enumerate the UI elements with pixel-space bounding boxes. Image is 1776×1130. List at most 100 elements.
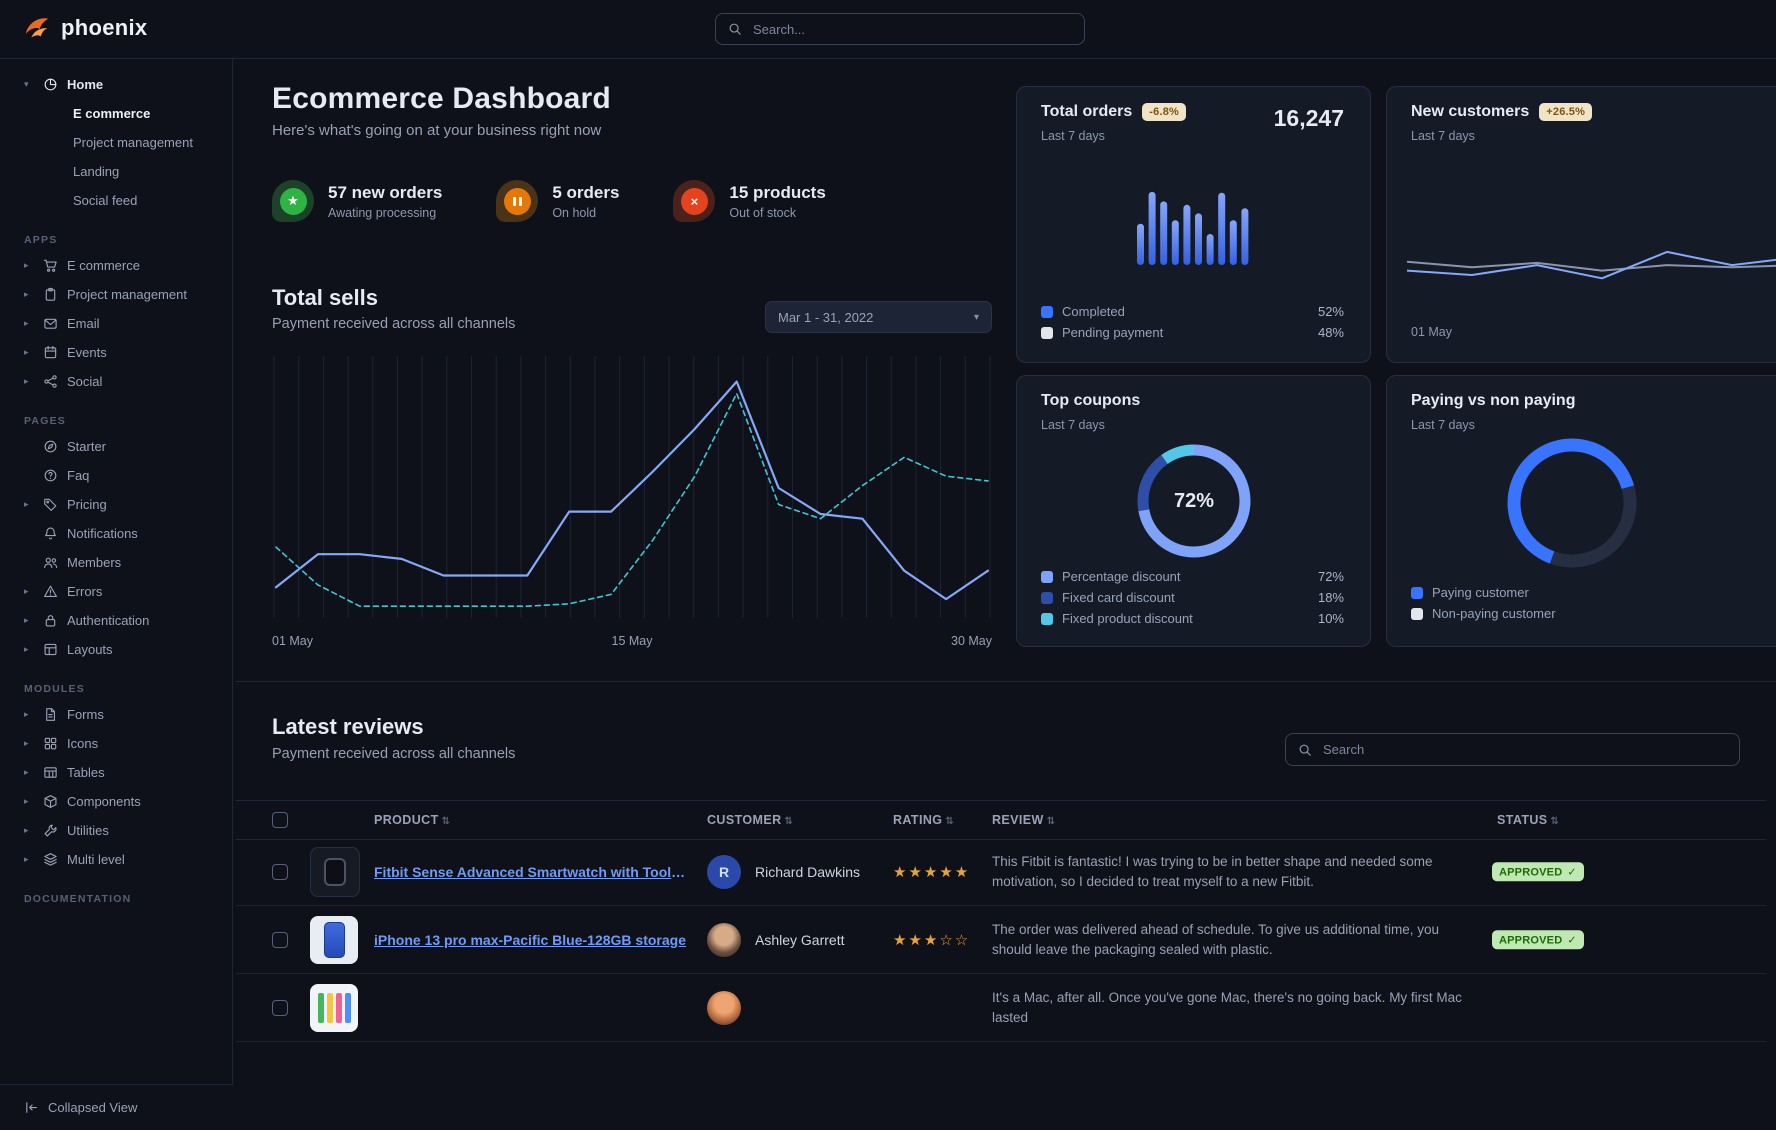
page-title: Ecommerce Dashboard — [272, 82, 611, 115]
check-icon: ✓ — [1567, 866, 1577, 879]
color-stripe — [344, 992, 351, 1023]
pie-icon — [44, 78, 57, 91]
stat-text: 15 products Out of stock — [729, 183, 825, 220]
grid-icon — [44, 737, 57, 750]
product-thumbnail — [310, 983, 358, 1032]
sidebar-section-modules: MODULES — [24, 683, 85, 695]
sidebar-item-faq[interactable]: Faq — [0, 461, 232, 490]
card-title: Paying vs non paying — [1411, 392, 1575, 410]
star-icon: ★ — [279, 187, 307, 215]
topbar: phoenix — [0, 0, 1776, 59]
sidebar-item-label: Notifications — [67, 526, 138, 541]
box-icon — [44, 795, 57, 808]
legend-swatch — [1041, 612, 1053, 625]
sidebar-item-icons[interactable]: ▸ Icons — [0, 729, 232, 758]
legend-swatch — [1411, 607, 1423, 620]
reviews-title: Latest reviews — [272, 714, 424, 739]
column-header-product[interactable]: PRODUCT ⇅ — [374, 813, 451, 827]
stat-blob: × — [673, 180, 716, 222]
sort-icon: ⇅ — [784, 816, 794, 827]
collapse-icon — [26, 1102, 37, 1113]
new-customers-chart — [1407, 250, 1776, 280]
legend-value: 72% — [1317, 569, 1344, 584]
sidebar-item-label: Faq — [67, 468, 90, 483]
stat-item: ★ 57 new orders Awating processing — [272, 180, 442, 222]
sidebar-item-email[interactable]: ▸ Email — [0, 309, 232, 338]
sidebar-item-layouts[interactable]: ▸ Layouts — [0, 635, 232, 664]
sidebar-item-tables[interactable]: ▸ Tables — [0, 758, 232, 787]
chevron-right-icon: ▸ — [24, 767, 29, 777]
column-header-status[interactable]: STATUS ⇅ — [1497, 813, 1560, 827]
layers-icon — [44, 853, 57, 866]
stat-item: × 15 products Out of stock — [673, 180, 826, 222]
sort-icon: ⇅ — [945, 816, 955, 827]
topbar-search — [715, 13, 1085, 45]
sidebar-item-home[interactable]: ▾ Home — [0, 70, 232, 99]
date-range-select[interactable]: Mar 1 - 31, 2022 ▾ — [765, 301, 992, 333]
product-link[interactable]: iPhone 13 pro max-Pacific Blue-128GB sto… — [374, 931, 686, 948]
legend-label: Fixed product discount — [1062, 611, 1193, 626]
reviews-table-body: Fitbit Sense Advanced Smartwatch with To… — [236, 838, 1766, 1042]
brand-logo[interactable]: phoenix — [22, 13, 147, 43]
sidebar-item-errors[interactable]: ▸ Errors — [0, 577, 232, 606]
select-all-checkbox[interactable] — [272, 812, 288, 828]
card-period: Last 7 days — [1041, 129, 1105, 143]
sidebar-item-project-management[interactable]: ▸ Project management — [0, 280, 232, 309]
chevron-right-icon: ▸ — [24, 854, 29, 864]
sidebar-item-label: Social — [67, 374, 103, 389]
sidebar-item-utilities[interactable]: ▸ Utilities — [0, 816, 232, 845]
x-tick: 30 May — [951, 634, 992, 648]
column-header-rating[interactable]: RATING ⇅ — [893, 813, 955, 827]
sidebar-item-label: Layouts — [67, 642, 113, 657]
sidebar-item-e-commerce[interactable]: ▸ E commerce — [0, 251, 232, 280]
question-icon — [44, 469, 57, 482]
product-link[interactable]: Fitbit Sense Advanced Smartwatch with To… — [374, 863, 689, 880]
customer-avatar — [707, 922, 741, 957]
sidebar-item-project-management[interactable]: Project management — [73, 135, 193, 150]
sort-icon: ⇅ — [441, 816, 451, 827]
users-icon — [44, 557, 58, 569]
sidebar-item-forms[interactable]: ▸ Forms — [0, 700, 232, 729]
stat-value: 57 new orders — [328, 182, 443, 202]
customer-name: Richard Dawkins — [755, 863, 861, 880]
card-period: Last 7 days — [1411, 418, 1475, 432]
color-stripe — [317, 992, 324, 1023]
chevron-right-icon: ▸ — [24, 825, 29, 835]
topbar-search-input[interactable] — [751, 20, 1072, 38]
row-checkbox[interactable] — [272, 863, 288, 880]
column-header-review[interactable]: REVIEW ⇅ — [992, 813, 1056, 827]
sidebar-item-social[interactable]: ▸ Social — [0, 367, 232, 396]
table-icon — [44, 767, 57, 778]
brand-name: phoenix — [61, 15, 148, 40]
sidebar-item-components[interactable]: ▸ Components — [0, 787, 232, 816]
card-title: New customers +26.5% — [1411, 103, 1593, 121]
collapsed-view-toggle[interactable]: Collapsed View — [0, 1084, 233, 1130]
phone-body — [323, 921, 345, 958]
sidebar-item-starter[interactable]: Starter — [0, 432, 232, 461]
column-header-customer[interactable]: CUSTOMER ⇅ — [707, 813, 794, 827]
legend-value: 10% — [1317, 611, 1344, 626]
reviews-table-header: PRODUCT ⇅ CUSTOMER ⇅ RATING ⇅ REVIEW ⇅ STATUS ⇅ — [236, 800, 1766, 840]
sidebar-item-social-feed[interactable]: Social feed — [73, 193, 138, 208]
sidebar-item-authentication[interactable]: ▸ Authentication — [0, 606, 232, 635]
legend-label: Fixed card discount — [1062, 590, 1175, 605]
row-checkbox[interactable] — [272, 999, 288, 1016]
sort-icon: ⇅ — [1550, 816, 1560, 827]
customer-avatar — [707, 990, 741, 1025]
row-checkbox[interactable] — [272, 931, 288, 948]
sidebar-item-label: Forms — [67, 707, 104, 722]
paying-chart — [1507, 438, 1637, 568]
sidebar-item-label: E commerce — [67, 258, 140, 273]
sidebar-section-documentation: DOCUMENTATION — [24, 893, 132, 905]
sidebar-item-landing[interactable]: Landing — [73, 164, 120, 179]
sidebar-item-e-commerce[interactable]: E commerce — [73, 106, 151, 121]
sidebar-item-pricing[interactable]: ▸ Pricing — [0, 490, 232, 519]
sidebar-item-events[interactable]: ▸ Events — [0, 338, 232, 367]
sidebar-item-notifications[interactable]: Notifications — [0, 519, 232, 548]
reviews-search-input[interactable] — [1321, 741, 1727, 758]
stat-text: 57 new orders Awating processing — [328, 183, 442, 220]
sidebar-item-multi-level[interactable]: ▸ Multi level — [0, 845, 232, 874]
total-sells-title: Total sells — [272, 285, 378, 310]
chevron-right-icon: ▸ — [24, 260, 29, 270]
sidebar-item-members[interactable]: Members — [0, 548, 232, 577]
